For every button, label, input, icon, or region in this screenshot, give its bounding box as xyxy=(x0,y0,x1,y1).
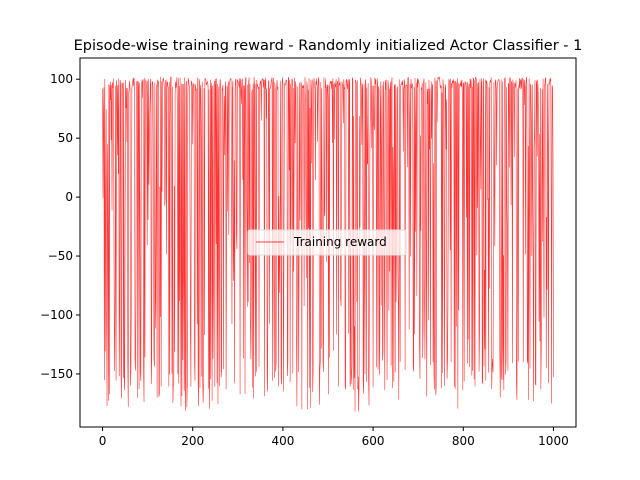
y-axis: 100 50 0 −50 −100 −150 xyxy=(40,72,80,381)
training-reward-line xyxy=(102,76,554,412)
y-tick-label: 0 xyxy=(65,190,73,204)
x-tick-label: 800 xyxy=(452,434,475,448)
plot-area-frame xyxy=(79,57,577,428)
y-tick-label: 100 xyxy=(50,72,73,86)
y-tick-label: −50 xyxy=(48,249,73,263)
x-tick-label: 600 xyxy=(362,434,385,448)
y-tick-label: −100 xyxy=(40,308,73,322)
legend: Training reward xyxy=(247,229,407,256)
legend-label: Training reward xyxy=(293,235,387,249)
x-tick-label: 400 xyxy=(271,434,294,448)
x-tick-label: 1000 xyxy=(538,434,569,448)
series-group xyxy=(102,76,554,412)
chart-title: Episode-wise training reward - Randomly … xyxy=(74,38,583,54)
x-tick-label: 0 xyxy=(99,434,107,448)
x-axis: 0 200 400 600 800 1000 xyxy=(99,427,569,448)
y-tick-label: 50 xyxy=(58,131,73,145)
legend-box xyxy=(247,229,407,256)
x-tick-label: 200 xyxy=(181,434,204,448)
y-tick-label: −150 xyxy=(40,367,73,381)
